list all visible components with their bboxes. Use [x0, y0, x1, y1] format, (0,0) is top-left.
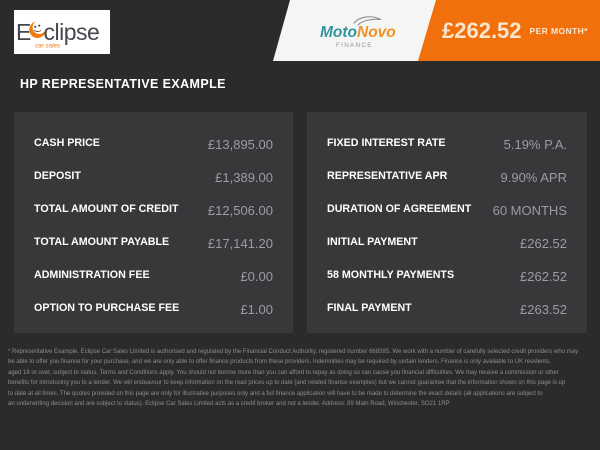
svg-text:FINANCE: FINANCE	[336, 42, 373, 49]
svg-text:clipse: clipse	[44, 19, 100, 45]
svg-text:car sales: car sales	[35, 43, 61, 50]
svg-text:MotoNovo: MotoNovo	[320, 24, 396, 41]
svg-text:E: E	[16, 19, 31, 45]
